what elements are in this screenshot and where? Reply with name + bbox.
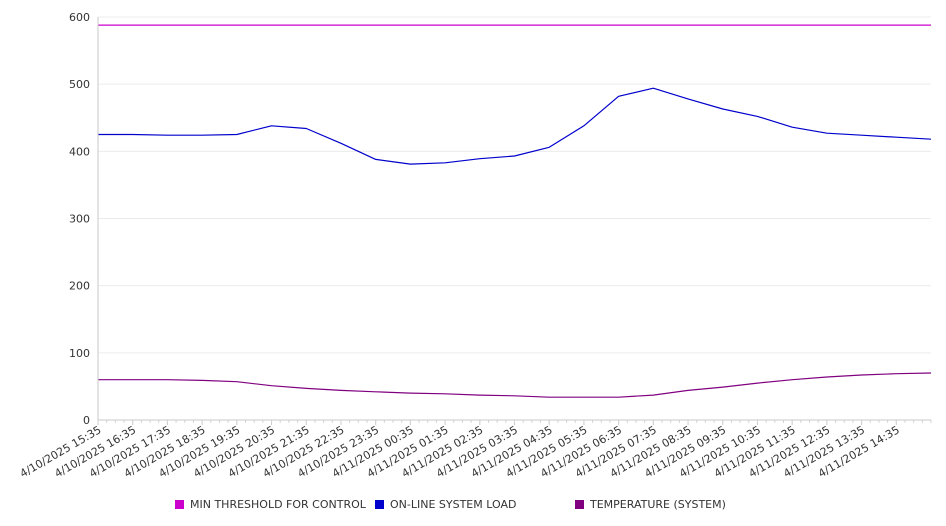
legend-swatch-temperature <box>575 500 584 509</box>
legend-item-temperature[interactable]: TEMPERATURE (SYSTEM) <box>575 498 726 512</box>
series-line-1 <box>98 87 932 165</box>
series-lines <box>98 24 932 398</box>
y-tick-label: 600 <box>69 11 90 24</box>
y-tick-label: 400 <box>69 145 90 158</box>
y-tick-label: 300 <box>69 213 90 226</box>
x-axis-ticks: 4/10/2025 15:354/10/2025 16:354/10/2025 … <box>18 420 932 480</box>
y-tick-label: 100 <box>69 347 90 360</box>
y-tick-label: 500 <box>69 78 90 91</box>
legend-item-system-load[interactable]: ON-LINE SYSTEM LOAD <box>375 498 516 512</box>
legend-label: MIN THRESHOLD FOR CONTROL <box>190 498 366 511</box>
y-tick-label: 200 <box>69 280 90 293</box>
legend-label: TEMPERATURE (SYSTEM) <box>590 498 726 511</box>
legend-swatch-system-load <box>375 500 384 509</box>
legend-swatch-min-threshold <box>175 500 184 509</box>
legend-label: ON-LINE SYSTEM LOAD <box>390 498 517 511</box>
series-line-2 <box>98 372 932 398</box>
legend-item-min-threshold[interactable]: MIN THRESHOLD FOR CONTROL <box>175 498 366 512</box>
y-axis-ticks: 0 100 200 300 400 500 600 <box>69 11 90 427</box>
gridlines <box>98 16 931 421</box>
y-tick-label: 0 <box>83 414 90 427</box>
